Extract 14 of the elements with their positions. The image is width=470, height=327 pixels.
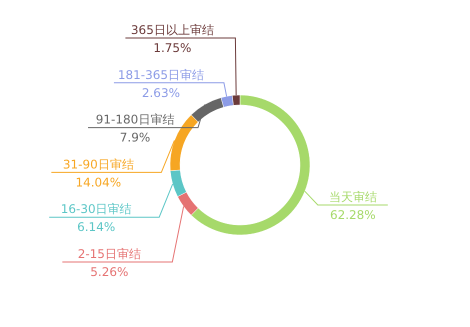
slice-label: 91-180日审结: [96, 112, 174, 127]
data-label: 14.04%: [75, 175, 122, 190]
data-label: 2.63%: [142, 86, 180, 100]
slice-label: 16-30日审结: [60, 202, 132, 216]
slice-label: 2-15日审结: [78, 247, 141, 261]
slice-label: 365日以上审结: [130, 23, 214, 37]
data-label: 5.26%: [90, 265, 128, 279]
data-label: 1.75%: [153, 41, 192, 55]
slice-label: 31-90日审结: [62, 157, 134, 172]
data-label: 62.28%: [330, 208, 376, 222]
data-label: 7.9%: [120, 130, 150, 145]
slice-label: 当天审结: [328, 190, 377, 204]
data-label: 6.14%: [77, 220, 116, 234]
slice-label: 181-365日审结: [118, 68, 204, 82]
